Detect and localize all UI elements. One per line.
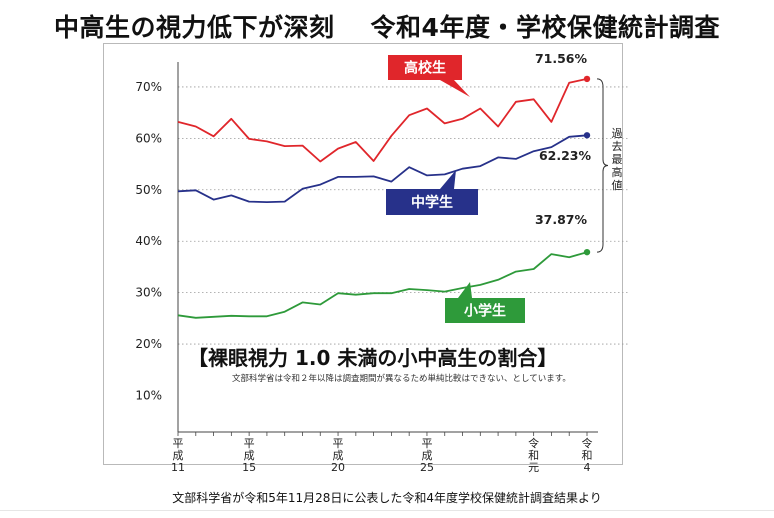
bottom-rule — [0, 510, 774, 511]
y-tick-label: 70% — [135, 80, 162, 94]
series-end-point-2 — [583, 248, 591, 256]
series-end-point-0 — [583, 75, 591, 83]
y-tick-label: 10% — [135, 389, 162, 403]
x-tick-label: 成 — [333, 449, 344, 462]
x-tick-label: 成 — [421, 449, 432, 462]
y-tick-label: 60% — [135, 131, 162, 145]
x-tick-label: 11 — [171, 461, 185, 474]
y-tick-label: 20% — [135, 337, 162, 351]
series-tag-box — [386, 189, 478, 215]
x-tick-label: 25 — [420, 461, 434, 474]
x-tick-label: 成 — [173, 449, 184, 462]
headline-left: 中高生の視力低下が深刻 — [54, 13, 335, 42]
series-line-0 — [177, 78, 588, 163]
series-name-label: 小学生 — [464, 303, 506, 320]
series-end-value-label: 62.23% — [539, 148, 592, 163]
x-tick-label: 令 — [528, 436, 539, 450]
series-layer — [177, 75, 591, 319]
x-tick-label: 和 — [528, 449, 539, 462]
x-tick-label: 20 — [331, 461, 345, 474]
source-note: 文部科学省が令和5年11月28日に公表した令和4年度学校保健統計調査結果より — [172, 491, 602, 505]
headline-right: 令和4年度・学校保健統計調査 — [370, 13, 720, 42]
series-tag-box — [388, 55, 462, 80]
series-tag-box — [445, 298, 525, 323]
series-tag-pointer — [440, 80, 470, 97]
series-line-2 — [177, 251, 588, 319]
x-tick-label: 15 — [242, 461, 256, 474]
grid-layer — [178, 86, 630, 345]
headline: 中高生の視力低下が深刻 令和4年度・学校保健統計調査 — [0, 8, 774, 44]
y-tick-label: 30% — [135, 286, 162, 300]
x-tick-label: 平 — [244, 437, 255, 450]
x-tick-label: 4 — [584, 461, 591, 474]
x-tick-label: 平 — [421, 437, 432, 450]
series-name-label: 高校生 — [404, 60, 446, 77]
x-tick-label: 和 — [582, 449, 593, 462]
series-end-point-1 — [583, 132, 591, 139]
series-tag-pointer — [440, 170, 456, 189]
chart-title: 【裸眼視力 1.0 未満の小中高生の割合】 — [188, 346, 557, 370]
axis-layer: 10%20%30%40%50%60%70%平成11平成15平成20平成25令和元… — [135, 62, 598, 474]
chart-frame — [103, 43, 623, 465]
series-end-value-label: 37.87% — [535, 212, 588, 227]
y-tick-label: 40% — [135, 234, 162, 248]
series-name-label: 中学生 — [411, 194, 453, 211]
series-end-value-label: 71.56% — [535, 51, 588, 66]
record-high-bracket — [596, 78, 609, 253]
series-line-1 — [177, 134, 588, 204]
x-tick-label: 令 — [582, 436, 593, 450]
x-tick-label: 平 — [333, 437, 344, 450]
record-high-annotation: 過去最高値 — [612, 127, 623, 192]
chart-subtitle: 文部科学省は令和２年以降は調査期間が異なるため単純比較はできない、としています。 — [232, 373, 571, 384]
x-tick-label: 元 — [528, 461, 539, 474]
x-tick-label: 成 — [244, 449, 255, 462]
y-tick-label: 50% — [135, 183, 162, 197]
x-tick-label: 平 — [173, 437, 184, 450]
series-tag-pointer — [458, 282, 472, 298]
